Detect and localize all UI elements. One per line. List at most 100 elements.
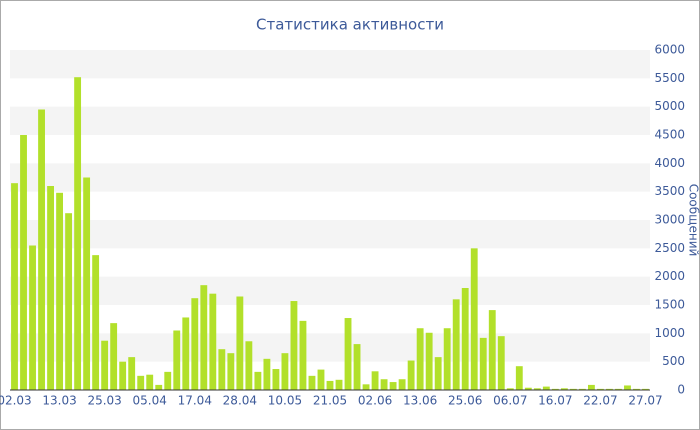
bar xyxy=(317,369,325,390)
bar xyxy=(173,330,181,390)
y-tick-label: 3000 xyxy=(654,213,685,227)
bar xyxy=(551,388,559,390)
bar xyxy=(65,213,73,390)
x-tick-label: 02.06 xyxy=(358,394,392,408)
bar xyxy=(74,77,82,390)
y-tick-label: 1500 xyxy=(654,298,685,312)
chart-title: Статистика активности xyxy=(256,16,444,34)
y-tick-label: 4500 xyxy=(654,128,685,142)
x-tick-label: 13.06 xyxy=(403,394,437,408)
bar xyxy=(461,288,469,390)
bar xyxy=(290,301,298,390)
bar xyxy=(416,328,424,390)
bar xyxy=(20,135,27,390)
bar xyxy=(326,380,334,390)
bar xyxy=(209,293,217,390)
bar xyxy=(272,369,280,390)
y-axis-title: Сообщений xyxy=(687,184,700,257)
bar xyxy=(128,357,136,390)
bar xyxy=(236,296,244,390)
bar xyxy=(281,353,289,390)
bar xyxy=(227,353,235,390)
y-tick-label: 500 xyxy=(662,354,685,368)
bar xyxy=(353,344,361,390)
bar xyxy=(606,388,613,390)
grid-band xyxy=(10,220,650,249)
bar xyxy=(371,371,379,390)
bar xyxy=(425,332,433,390)
bar xyxy=(497,336,505,390)
bar xyxy=(47,186,54,390)
grid-band xyxy=(10,163,650,192)
bar xyxy=(633,388,640,390)
bar xyxy=(434,357,442,390)
bar xyxy=(119,361,127,390)
grid-band xyxy=(10,50,650,79)
x-tick-label: 10.05 xyxy=(268,394,302,408)
bar xyxy=(38,109,45,390)
bar xyxy=(407,360,415,390)
y-tick-label: 6000 xyxy=(654,43,685,57)
bar xyxy=(624,385,631,390)
bar xyxy=(389,382,397,390)
x-tick-label: 16.07 xyxy=(538,394,572,408)
bar xyxy=(308,375,316,390)
bar xyxy=(263,358,271,390)
bar xyxy=(92,255,100,390)
bar xyxy=(83,177,91,390)
bar xyxy=(398,379,406,390)
bar xyxy=(344,318,352,390)
bar xyxy=(110,323,118,390)
bar xyxy=(101,340,109,390)
bar xyxy=(578,388,586,390)
bar xyxy=(191,298,199,390)
y-tick-label: 5500 xyxy=(654,71,685,85)
bar xyxy=(452,299,460,390)
y-tick-label: 3500 xyxy=(654,184,685,198)
bar xyxy=(506,388,514,390)
grid-band xyxy=(10,276,650,305)
bar xyxy=(560,388,568,390)
x-tick-label: 05.04 xyxy=(133,394,167,408)
bar xyxy=(11,183,18,390)
grid-band xyxy=(10,106,650,135)
bar xyxy=(245,341,253,390)
bar xyxy=(615,388,622,390)
x-tick-label: 27.07 xyxy=(628,394,662,408)
y-tick-label: 4000 xyxy=(654,156,685,170)
bar xyxy=(146,374,154,390)
bar xyxy=(218,349,226,390)
y-tick-label: 5000 xyxy=(654,99,685,113)
bar xyxy=(642,388,649,390)
bar xyxy=(254,371,262,390)
bar xyxy=(488,310,496,390)
bar xyxy=(380,379,388,390)
bar xyxy=(137,375,145,390)
bar xyxy=(443,328,451,390)
bar xyxy=(587,384,595,390)
bar xyxy=(182,317,190,390)
bar xyxy=(569,388,577,390)
x-tick-label: 13.03 xyxy=(42,394,76,408)
x-tick-label: 17.04 xyxy=(178,394,212,408)
y-tick-label: 0 xyxy=(677,383,685,397)
x-tick-label: 25.03 xyxy=(87,394,121,408)
bar xyxy=(335,379,343,390)
bar xyxy=(515,366,523,390)
bar xyxy=(470,248,478,390)
x-tick-label: 21.05 xyxy=(313,394,347,408)
x-tick-label: 25.06 xyxy=(448,394,482,408)
bar xyxy=(362,384,370,390)
y-tick-label: 2500 xyxy=(654,241,685,255)
y-tick-label: 1000 xyxy=(654,326,685,340)
bar xyxy=(542,386,550,390)
x-tick-label: 02.03 xyxy=(0,394,32,408)
x-tick-label: 06.07 xyxy=(493,394,527,408)
y-tick-label: 2000 xyxy=(654,269,685,283)
x-tick-label: 22.07 xyxy=(583,394,617,408)
bar xyxy=(596,388,604,390)
bar xyxy=(533,388,541,390)
bar xyxy=(524,387,532,390)
bar xyxy=(164,371,172,390)
